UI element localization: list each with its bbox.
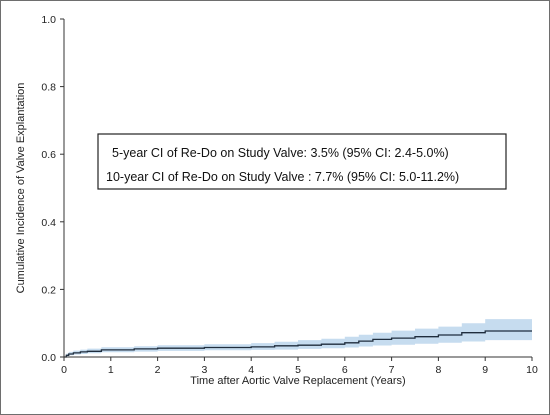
cumulative-incidence-layer (64, 330, 532, 358)
y-axis-title: Cumulative Incidence of Valve Explantati… (15, 83, 27, 294)
y-tick-label: 0.0 (41, 352, 56, 364)
annotation-5-year: 5-year CI of Re-Do on Study Valve: 3.5% … (112, 146, 449, 160)
y-tick-label: 0.6 (41, 149, 56, 161)
y-tick-label: 0.2 (41, 284, 56, 296)
x-axis-title: Time after Aortic Valve Replacement (Yea… (190, 375, 405, 387)
x-ticks: 0 1 2 3 4 5 6 7 8 9 10 (61, 357, 538, 376)
x-tick-label: 0 (61, 364, 67, 376)
incidence-step-line (64, 330, 532, 358)
x-tick-label: 8 (435, 364, 441, 376)
annotation-border (97, 133, 507, 190)
y-ticks: 0.0 0.2 0.4 0.6 0.8 1.0 (41, 14, 64, 364)
y-tick-label: 0.8 (41, 82, 56, 94)
x-tick-label: 7 (389, 364, 395, 376)
y-tick-label: 0.4 (41, 217, 56, 229)
x-tick-label: 2 (155, 364, 161, 376)
annotation-10-year: 10-year CI of Re-Do on Study Valve : 7.7… (106, 170, 459, 184)
x-tick-label: 5 (295, 364, 301, 376)
ci-band-layer (64, 319, 532, 357)
y-tick-label: 1.0 (41, 14, 56, 26)
x-tick-label: 6 (342, 364, 348, 376)
x-tick-label: 3 (201, 364, 207, 376)
x-tick-label: 4 (248, 364, 254, 376)
ci-band (64, 319, 532, 357)
x-tick-label: 10 (526, 364, 538, 376)
x-tick-label: 1 (108, 364, 114, 376)
annotation-box: 5-year CI of Re-Do on Study Valve: 3.5% … (97, 133, 507, 190)
x-tick-label: 9 (482, 364, 488, 376)
